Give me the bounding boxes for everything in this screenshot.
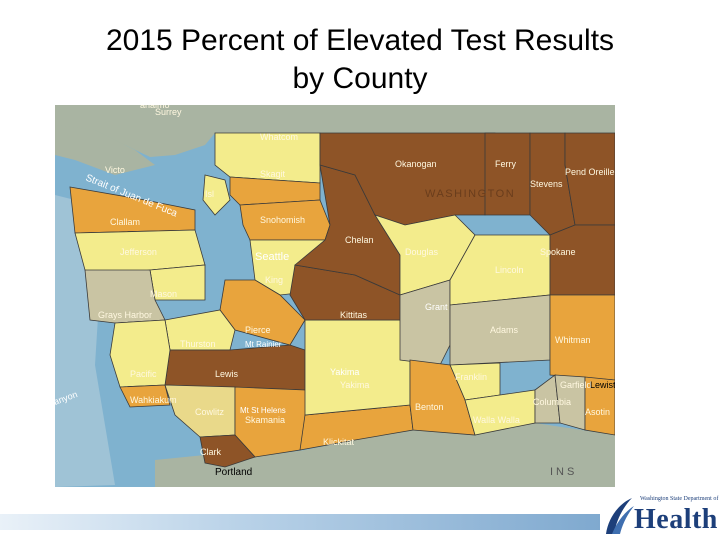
label-okanogan: Okanogan <box>395 159 437 169</box>
label-franklin: Franklin <box>455 372 487 382</box>
label-grant: Grant <box>425 302 448 312</box>
label-asotin: Asotin <box>585 407 610 417</box>
label-island: Isl <box>205 189 214 199</box>
health-logo <box>598 494 716 536</box>
label-whitman: Whitman <box>555 335 591 345</box>
footer-bar <box>0 514 600 530</box>
label-victoria: Victo <box>105 165 125 175</box>
label-yakima-city: Yakima <box>330 367 359 377</box>
county-ferry <box>484 132 531 216</box>
label-stevens: Stevens <box>530 179 563 189</box>
label-whatcom: Whatcom <box>260 132 298 142</box>
label-adams: Adams <box>490 325 519 335</box>
slide-title: 2015 Percent of Elevated Test Results by… <box>0 22 720 98</box>
label-lewiston: Lewist <box>590 380 615 390</box>
label-king: King <box>265 275 283 285</box>
vancouver-island <box>55 125 155 175</box>
label-ferry: Ferry <box>495 159 516 169</box>
label-ins: INS <box>550 466 577 478</box>
label-anaimo: anaimo <box>140 105 170 110</box>
label-wahkiakum: Wahkiakum <box>130 395 177 405</box>
label-benton: Benton <box>415 402 444 412</box>
label-surrey: Surrey <box>155 107 182 117</box>
county-spokane <box>549 224 615 296</box>
label-mason: Mason <box>150 289 177 299</box>
county-pend-oreille <box>564 132 615 226</box>
label-skagit: Skagit <box>260 169 286 179</box>
label-seattle: Seattle <box>255 251 289 263</box>
label-chelan: Chelan <box>345 235 374 245</box>
label-mt-st-helens: Mt St Helens <box>240 406 286 415</box>
label-yakima: Yakima <box>340 380 369 390</box>
label-pacific: Pacific <box>130 369 157 379</box>
label-lewis: Lewis <box>215 369 239 379</box>
label-spokane-region: Spokane <box>540 247 576 257</box>
label-columbia: Columbia <box>533 397 571 407</box>
title-line-2: by County <box>292 62 428 95</box>
county-whitman <box>549 294 615 381</box>
label-portland: Portland <box>215 467 252 478</box>
label-state: WASHINGTON <box>425 188 515 200</box>
canada-land <box>55 105 615 157</box>
label-clallam: Clallam <box>110 217 140 227</box>
label-thurston: Thurston <box>180 339 216 349</box>
county-clark <box>199 434 256 468</box>
label-klickitat: Klickitat <box>323 437 355 447</box>
label-garfield: Garfield <box>560 380 592 390</box>
county-asotin <box>584 376 615 436</box>
label-snohomish: Snohomish <box>260 215 305 225</box>
logo-small-text: Washington State Department of <box>640 496 719 502</box>
label-jefferson: Jefferson <box>120 247 157 257</box>
county-grant <box>399 279 451 366</box>
county-lewis <box>164 344 306 391</box>
label-cowlitz: Cowlitz <box>195 407 225 417</box>
label-walla-walla: Walla Walla <box>473 415 520 425</box>
label-skamania: Skamania <box>245 415 285 425</box>
oregon-land <box>155 423 615 487</box>
label-lincoln: Lincoln <box>495 265 524 275</box>
label-pierce: Pierce <box>245 325 271 335</box>
logo-swoosh-icon <box>606 498 634 534</box>
county-map: Surrey anaimo Whatcom Skagit Victo Isl O… <box>55 105 615 487</box>
coast-strip <box>55 195 115 487</box>
title-line-1: 2015 Percent of Elevated Test Results <box>105 24 615 57</box>
label-clark: Clark <box>200 447 222 457</box>
label-douglas: Douglas <box>405 247 439 257</box>
label-mt-rainier: Mt Rainier <box>245 340 282 349</box>
label-pend-oreille: Pend Oreille <box>565 167 615 177</box>
island-area <box>202 174 231 216</box>
label-grays-harbor: Grays Harbor <box>98 310 152 320</box>
county-wahkiakum <box>119 384 171 408</box>
label-kittitas: Kittitas <box>340 310 368 320</box>
county-clallam <box>69 186 196 234</box>
logo-big-text: Health <box>634 504 718 535</box>
